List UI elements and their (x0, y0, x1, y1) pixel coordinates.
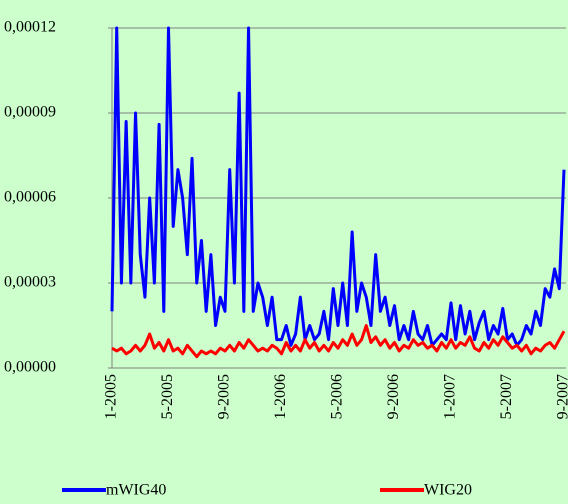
legend-label: WIG20 (424, 482, 472, 499)
x-tick-label: 1-2006 (272, 374, 289, 419)
y-tick-label: 0,00006 (4, 189, 56, 206)
x-tick-label: 9-2007 (555, 374, 568, 419)
y-tick-label: 0,00000 (4, 359, 56, 376)
x-tick-label: 9-2006 (385, 374, 402, 419)
y-tick-label: 0,00003 (4, 274, 56, 291)
x-tick-label: 1-2005 (103, 374, 120, 419)
y-tick-label: 0,00012 (4, 19, 56, 36)
y-tick-label: 0,00009 (4, 104, 56, 121)
legend-label: mWIG40 (106, 482, 166, 499)
x-tick-label: 5-2005 (159, 374, 176, 419)
x-tick-label: 5-2006 (329, 374, 346, 419)
series-line (111, 324, 566, 359)
series-line (110, 26, 566, 347)
x-tick-label: 5-2007 (498, 374, 515, 419)
x-tick-label: 1-2007 (442, 374, 459, 419)
x-tick-label: 9-2005 (216, 374, 233, 419)
